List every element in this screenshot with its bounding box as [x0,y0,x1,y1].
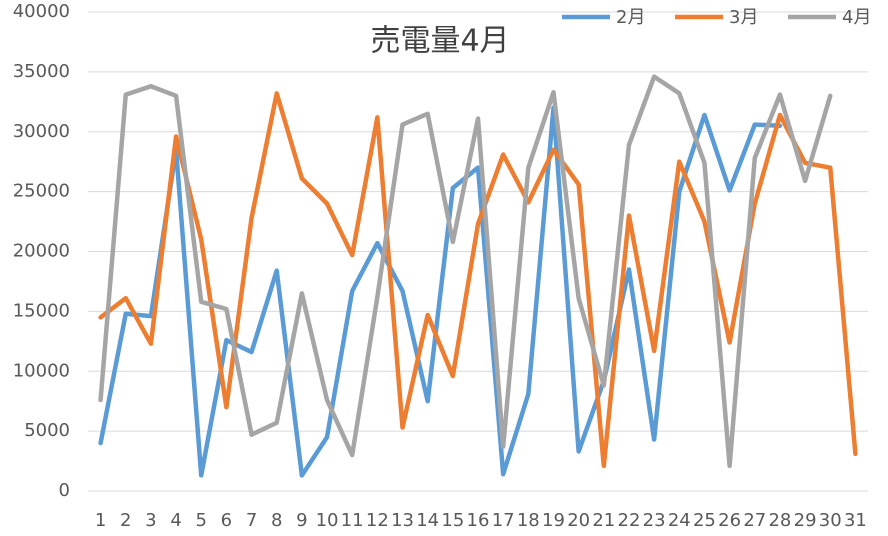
series-line [98,105,783,478]
x-tick-label: 14 [416,510,439,531]
series-line [98,91,858,469]
x-tick-label: 13 [391,510,414,531]
series-line [98,74,833,469]
x-tick-label: 11 [341,510,364,531]
x-tick-label: 26 [718,510,741,531]
y-tick-label: 5000 [24,420,70,441]
x-tick-label: 15 [441,510,464,531]
x-tick-label: 4 [170,510,181,531]
y-tick-label: 25000 [13,181,70,202]
x-tick-label: 31 [844,510,867,531]
y-tick-label: 20000 [13,241,70,262]
x-tick-label: 17 [492,510,515,531]
x-tick-label: 16 [467,510,490,531]
x-tick-label: 24 [668,510,691,531]
x-tick-label: 1 [95,510,106,531]
y-tick-label: 35000 [13,61,70,82]
x-tick-label: 2 [120,510,131,531]
x-tick-label: 12 [366,510,389,531]
x-tick-label: 27 [743,510,766,531]
legend-label: 3月 [729,7,758,28]
y-tick-label: 10000 [13,360,70,381]
x-tick-label: 5 [195,510,206,531]
y-tick-label: 15000 [13,300,70,321]
x-tick-label: 3 [145,510,156,531]
x-tick-label: 6 [221,510,232,531]
x-tick-label: 18 [517,510,540,531]
x-tick-label: 19 [542,510,565,531]
y-tick-label: 0 [59,480,70,501]
x-tick-label: 21 [592,510,615,531]
x-tick-label: 28 [768,510,791,531]
chart-title: 売電量4月 [370,24,509,59]
x-tick-label: 22 [618,510,641,531]
legend-label: 4月 [842,7,871,28]
x-tick-label: 25 [693,510,716,531]
x-tick-label: 20 [567,510,590,531]
legend-label: 2月 [616,7,645,28]
x-tick-label: 7 [246,510,257,531]
x-tick-label: 23 [643,510,666,531]
y-tick-label: 30000 [13,121,70,142]
x-tick-label: 30 [819,510,842,531]
x-tick-label: 29 [794,510,817,531]
x-tick-label: 9 [296,510,307,531]
x-tick-label: 10 [316,510,339,531]
y-tick-label: 40000 [13,1,70,22]
x-tick-label: 8 [271,510,282,531]
